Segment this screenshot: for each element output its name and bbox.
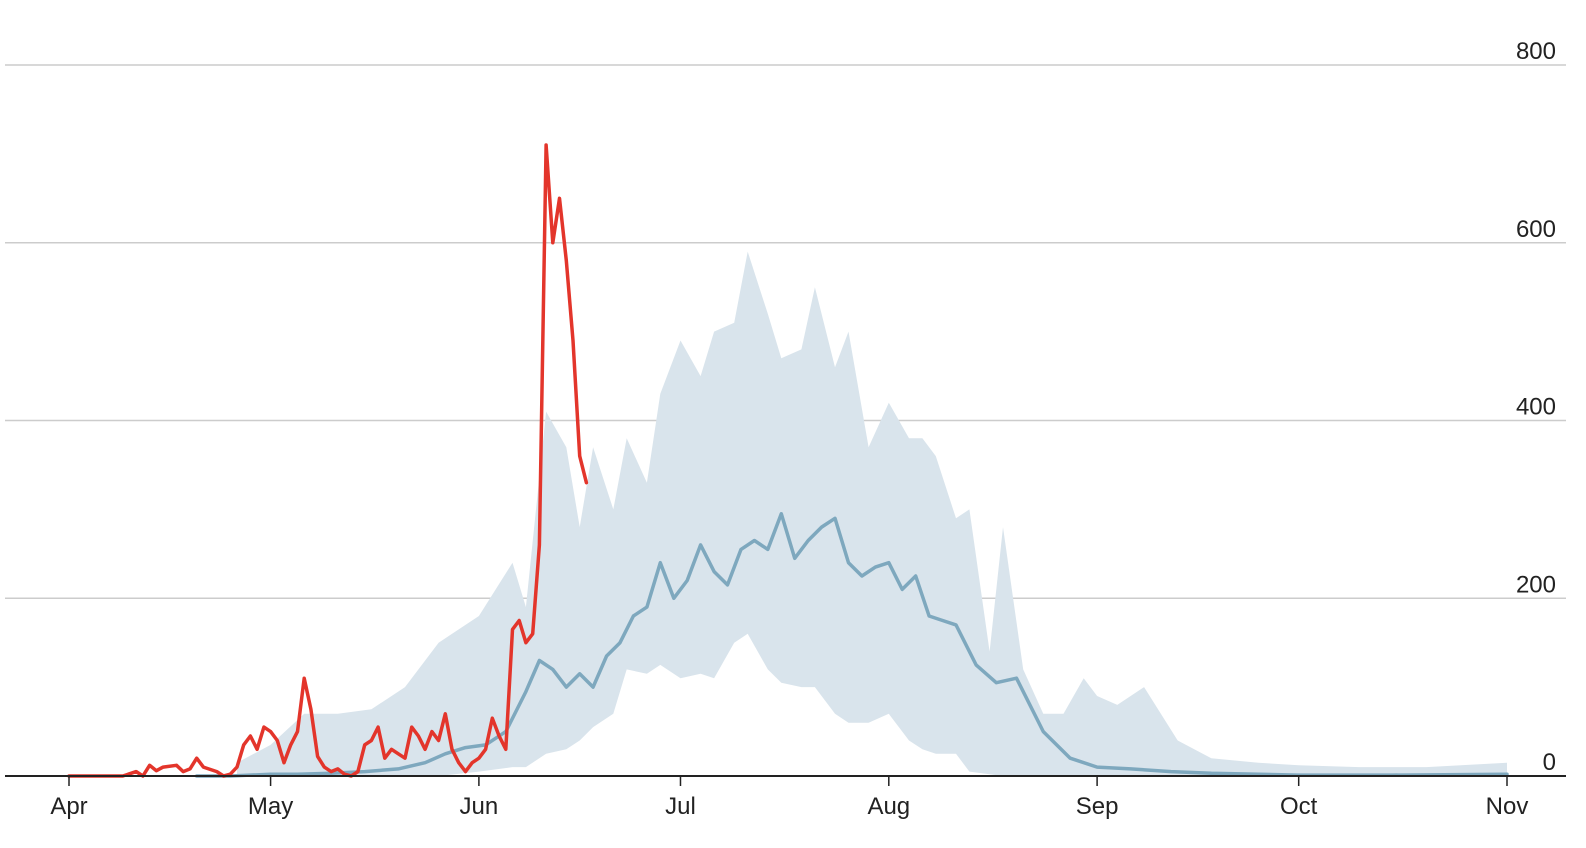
current-year-line (67, 143, 589, 778)
x-tick-label: Jul (665, 793, 696, 820)
y-tick-label: 200 (1516, 571, 1556, 598)
y-tick-label: 800 (1516, 38, 1556, 65)
x-tick-label: Nov (1486, 793, 1529, 820)
series-lines-layer (67, 143, 1509, 778)
y-axis-labels: 0 200 400 600 800 (1516, 38, 1556, 776)
y-tick-label: 600 (1516, 216, 1556, 243)
average-line (194, 512, 1509, 778)
range-band (237, 251, 1507, 777)
y-tick-label: 400 (1516, 394, 1556, 421)
x-tick-label: Apr (50, 793, 87, 820)
x-tick-label: May (248, 793, 293, 820)
x-tick-label: Sep (1076, 793, 1119, 820)
x-axis: Apr May Jun Jul Aug Sep Oct Nov (5, 775, 1566, 820)
x-tick-label: Jun (460, 793, 499, 820)
x-tick-label: Aug (867, 793, 910, 820)
y-tick-label: 0 (1543, 749, 1556, 776)
range-band-layer (237, 251, 1507, 777)
x-tick-label: Oct (1280, 793, 1318, 820)
